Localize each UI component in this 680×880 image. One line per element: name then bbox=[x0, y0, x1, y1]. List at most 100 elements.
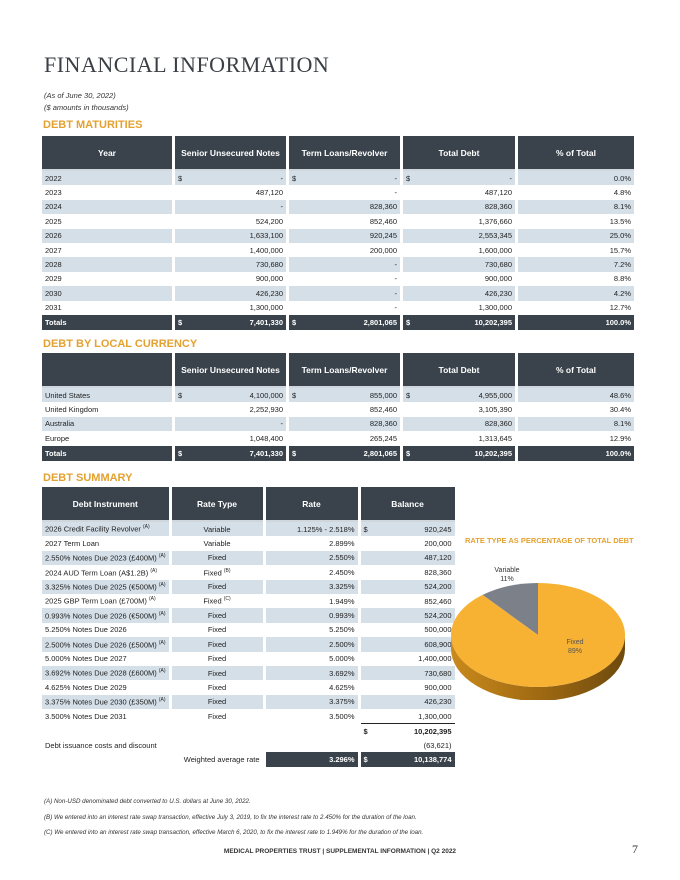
variable-label: Variable bbox=[494, 567, 519, 574]
amount-value: 855,000 bbox=[369, 390, 397, 400]
column-header: Rate Type bbox=[171, 487, 263, 522]
amount-cell: $2,801,065 bbox=[289, 445, 400, 461]
amount-cell: 1,376,660 bbox=[403, 214, 515, 228]
debt-instrument-row: 0.993% Notes Due 2026 (€500M) (A) Fixed 0.… bbox=[42, 608, 455, 623]
footnote-ref: (A) bbox=[158, 582, 166, 588]
rate-type: Fixed bbox=[172, 680, 263, 694]
amount-cell: 1,300,000 bbox=[175, 301, 286, 315]
amount-cell: 426,230 bbox=[175, 286, 286, 301]
instrument-name: 2.550% Notes Due 2023 (£400M) (A) bbox=[42, 550, 169, 566]
amount-cell: 0.0% bbox=[518, 171, 634, 186]
amount-cell: $7,401,330 bbox=[175, 445, 286, 461]
instrument-name: 0.993% Notes Due 2026 (€500M) (A) bbox=[42, 608, 169, 623]
amount-value: 200,000 bbox=[424, 539, 452, 549]
instrument-label: 0.993% Notes Due 2026 (€500M) bbox=[45, 611, 157, 621]
amount-value: 30.4% bbox=[609, 405, 631, 415]
amount-value: 4.2% bbox=[613, 288, 631, 298]
amount-cell: 12.9% bbox=[518, 431, 634, 445]
amount-cell: 828,360 bbox=[289, 199, 400, 215]
rate-type-label: Fixed bbox=[203, 596, 222, 606]
amount-value: 4,955,000 bbox=[478, 390, 512, 400]
debt-instrument-row: 3.692% Notes Due 2028 (£600M) (A) Fixed 3.… bbox=[42, 665, 455, 681]
amount-cell: 25.0% bbox=[518, 228, 634, 243]
dollar-sign: $ bbox=[292, 173, 297, 183]
amount-value: 10,202,395 bbox=[474, 317, 512, 327]
instrument-name: 2025 GBP Term Loan (£700M) (A) bbox=[42, 594, 169, 608]
row-label: 2024 bbox=[42, 199, 172, 215]
column-header: % of Total bbox=[518, 353, 634, 388]
instrument-label: 2.500% Notes Due 2026 (£500M) bbox=[45, 640, 157, 650]
header-row: Debt Instrument Rate Type Rate Balance bbox=[42, 487, 455, 522]
rate-type: Fixed bbox=[172, 623, 263, 637]
instrument-label: 3.692% Notes Due 2028 (£600M) bbox=[45, 668, 157, 678]
amount-cell: 13.5% bbox=[518, 214, 634, 228]
amount-value: 730,680 bbox=[255, 260, 283, 270]
footnote-c: (C) We entered into an interest rate swa… bbox=[44, 829, 424, 836]
amount-value: - bbox=[280, 202, 284, 212]
column-header: Total Debt bbox=[403, 136, 515, 171]
amount-value: 1,313,645 bbox=[478, 433, 512, 443]
fixed-label: Fixed bbox=[566, 639, 583, 646]
amount-cell: - bbox=[289, 286, 400, 301]
amount-cell: 900,000 bbox=[403, 272, 515, 286]
amount-value: 828,360 bbox=[484, 419, 512, 429]
amount-value: 524,200 bbox=[424, 582, 452, 592]
amount-cell: 608,900 bbox=[360, 637, 455, 652]
totals-label: Totals bbox=[42, 445, 172, 461]
row-label: United States bbox=[42, 388, 172, 403]
amount-value: 828,360 bbox=[369, 419, 397, 429]
amount-value: 7,401,330 bbox=[249, 317, 283, 327]
amount-cell: 426,230 bbox=[403, 286, 515, 301]
amount-cell: 4.8% bbox=[518, 185, 634, 199]
amount-value: - bbox=[394, 260, 398, 270]
pie-chart-title: RATE TYPE AS PERCENTAGE OF TOTAL DEBT bbox=[465, 536, 634, 545]
row-label: 2022 bbox=[42, 171, 172, 186]
amount-value: - bbox=[394, 274, 398, 284]
footnote-ref: (C) bbox=[223, 596, 231, 603]
footnote-ref: (A) bbox=[158, 639, 166, 646]
debt-summary-table: Debt Instrument Rate Type Rate Balance 2026 … bbox=[39, 487, 458, 767]
debt-instrument-row: 3.500% Notes Due 2031 Fixed 3.500% 1,300,00… bbox=[42, 709, 455, 723]
row-label: Australia bbox=[42, 416, 172, 432]
debt-instrument-row: 2026 Credit Facility Revolver (A) Variabl… bbox=[42, 522, 455, 537]
rate-value: 0.993% bbox=[265, 608, 358, 623]
rate-value: 2.450% bbox=[329, 567, 355, 577]
amount-cell: 30.4% bbox=[518, 402, 634, 416]
amount-cell: $4,955,000 bbox=[403, 388, 515, 403]
instrument-name: 2026 Credit Facility Revolver (A) bbox=[42, 522, 169, 537]
amount-value: - bbox=[509, 173, 513, 183]
weighted-label: Weighted average rate bbox=[183, 754, 260, 764]
row-label: 2023 bbox=[45, 188, 62, 198]
amount-cell: 1,633,100 bbox=[175, 228, 286, 243]
summary-title: DEBT SUMMARY bbox=[43, 472, 133, 484]
debt-instrument-row: 2024 AUD Term Loan (A$1.2B) (A) Fixed (B)… bbox=[42, 565, 455, 579]
table-row: 2030 426,230 - 426,230 4.2% bbox=[42, 286, 634, 301]
column-header: Year bbox=[42, 136, 172, 171]
rate-type: Variable bbox=[172, 536, 263, 550]
amount-value: 8.1% bbox=[613, 202, 631, 212]
amount-cell: 852,460 bbox=[289, 214, 400, 228]
amount-cell: 7.2% bbox=[518, 257, 634, 272]
instrument-name: 2.500% Notes Due 2026 (£500M) (A) bbox=[42, 637, 169, 652]
pie-slice-fixed bbox=[451, 583, 625, 687]
rate-type: Fixed (C) bbox=[172, 594, 263, 608]
amount-cell: 852,460 bbox=[361, 594, 455, 608]
amount-cell: 2,553,345 bbox=[403, 228, 515, 243]
amount-value: 900,000 bbox=[255, 274, 283, 284]
amount-cell: $855,000 bbox=[289, 388, 400, 403]
column-header: Balance bbox=[360, 487, 455, 522]
rate-type: Fixed bbox=[171, 550, 263, 566]
table-row: 2022 $ - $ - $ -0.0% bbox=[42, 171, 634, 186]
amount-cell: - bbox=[175, 416, 286, 432]
debt-maturities-table: Year Senior Unsecured Notes Term Loans/Rev… bbox=[39, 136, 637, 330]
rate-type: Fixed bbox=[171, 665, 263, 681]
debt-instrument-row: 2027 Term Loan Variable 2.899% 200,000 bbox=[42, 536, 455, 550]
rate-type-label: Fixed bbox=[207, 697, 227, 707]
instrument-name: 5.250% Notes Due 2026 bbox=[42, 623, 169, 637]
amount-cell: 1,600,000 bbox=[403, 243, 515, 257]
amount-value: 2,801,065 bbox=[363, 317, 397, 327]
amount-cell: 828,360 bbox=[361, 565, 455, 579]
rate-type-label: Fixed bbox=[207, 682, 227, 692]
amount-value: 2,553,345 bbox=[478, 231, 512, 241]
amount-value: 1,300,000 bbox=[418, 711, 452, 721]
